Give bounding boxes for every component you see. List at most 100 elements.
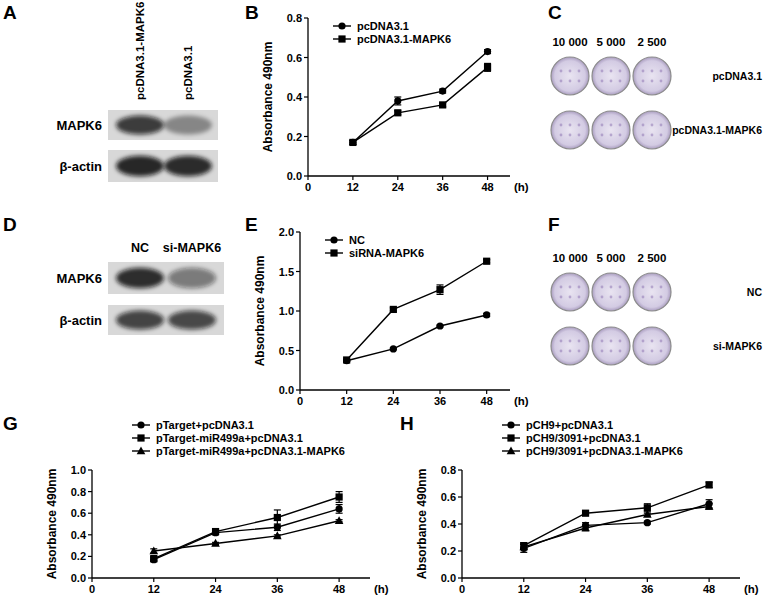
column-label: 10 000	[552, 252, 587, 264]
plot-area	[349, 48, 491, 146]
x-tick-label: 48	[481, 395, 493, 407]
colony	[610, 286, 613, 289]
colony	[660, 286, 663, 289]
marker-circle	[436, 322, 443, 329]
lane-label: si-MAPK6	[163, 241, 221, 255]
legend: pCH9+pcDNA3.1pCH9/3091+pcDNA3.1pCH9/3091…	[502, 419, 683, 457]
error-bar	[437, 285, 444, 294]
colony	[610, 80, 613, 83]
colony	[578, 340, 581, 343]
y-tick	[458, 523, 462, 524]
y-axis-label: Absorbance 490nm	[415, 469, 429, 580]
x-tick	[486, 390, 487, 394]
row-label: MAPK6	[56, 271, 102, 286]
legend-marker	[338, 35, 345, 42]
colony	[660, 350, 663, 353]
error-bar	[706, 482, 713, 487]
error-cap	[274, 524, 281, 525]
error-bar	[336, 492, 343, 503]
series-line	[154, 521, 339, 551]
dish	[633, 327, 671, 365]
error-cap	[274, 509, 281, 510]
series-line	[154, 509, 339, 560]
band	[164, 115, 212, 134]
x-tick	[153, 578, 154, 582]
column-label: 2 500	[638, 36, 667, 48]
lane-label: NC	[131, 241, 149, 255]
panel-letter: H	[400, 413, 414, 434]
legend: pcDNA3.1pcDNA3.1-MAPK6	[333, 20, 451, 45]
legend-marker	[137, 434, 144, 441]
colony	[651, 296, 654, 299]
legend-marker	[338, 22, 345, 29]
plot-area	[519, 481, 713, 552]
marker-square	[212, 528, 219, 535]
colony	[651, 340, 654, 343]
y-tick-label: 0.8	[441, 464, 456, 476]
y-tick	[304, 96, 308, 97]
marker-triangle	[273, 531, 282, 539]
colony	[569, 80, 572, 83]
x-tick	[339, 578, 340, 582]
colony	[651, 124, 654, 127]
colony	[642, 80, 645, 83]
y-tick	[304, 57, 308, 58]
colony	[578, 286, 581, 289]
x-tick	[277, 578, 278, 582]
colony	[578, 296, 581, 299]
colony	[642, 350, 645, 353]
error-cap	[706, 499, 713, 500]
band	[164, 156, 212, 176]
error-bar	[274, 524, 281, 530]
x-tick-label: 48	[703, 583, 715, 595]
colony	[569, 296, 572, 299]
y-tick	[304, 136, 308, 137]
plot-area	[149, 492, 343, 564]
lane-label: pcDNA3.1	[182, 45, 194, 100]
colony	[601, 134, 604, 137]
marker-triangle	[519, 542, 528, 550]
legend-marker	[507, 421, 514, 428]
marker-square	[582, 510, 589, 517]
marker-circle	[394, 97, 401, 104]
marker-circle	[483, 311, 490, 318]
y-axis-label: Absorbance 490nm	[45, 469, 59, 580]
colony	[601, 350, 604, 353]
blot-membrane	[108, 110, 218, 140]
legend: pTarget+pcDNA3.1pTarget-miR499a+pcDNA3.1…	[132, 419, 345, 457]
colony	[560, 286, 563, 289]
marker-square	[484, 64, 491, 71]
panel-letter: C	[548, 2, 562, 23]
y-tick	[458, 496, 462, 497]
dish	[551, 327, 589, 365]
y-axis	[91, 470, 92, 578]
legend-label: pCH9+pcDNA3.1	[526, 419, 613, 431]
legend: NCsiRNA-MAPK6	[325, 234, 424, 259]
panel-letter: D	[3, 214, 17, 235]
y-tick	[296, 310, 300, 311]
marker-circle	[390, 345, 397, 352]
y-tick-label: 0.6	[71, 507, 86, 519]
y-axis-label: Absorbance 490nm	[261, 42, 275, 153]
colony	[651, 70, 654, 73]
y-tick-label: 0.2	[287, 131, 302, 143]
colony	[569, 124, 572, 127]
legend-marker	[330, 236, 337, 243]
legend-label: siRNA-MAPK6	[349, 247, 424, 259]
y-tick-label: 0.6	[441, 491, 456, 503]
colony	[610, 296, 613, 299]
y-tick	[304, 17, 308, 18]
x-axis	[300, 389, 510, 390]
colony	[642, 286, 645, 289]
marker-square	[343, 356, 350, 363]
x-axis-label: (h)	[514, 395, 529, 407]
row-label: MAPK6	[56, 118, 102, 133]
error-cap	[520, 552, 527, 553]
y-tick-label: 0.0	[279, 384, 294, 396]
series-line	[154, 497, 339, 559]
marker-triangle	[581, 523, 590, 531]
dish	[551, 111, 589, 149]
x-axis-label: (h)	[514, 181, 529, 193]
y-tick	[88, 469, 92, 470]
x-tick	[709, 578, 710, 582]
